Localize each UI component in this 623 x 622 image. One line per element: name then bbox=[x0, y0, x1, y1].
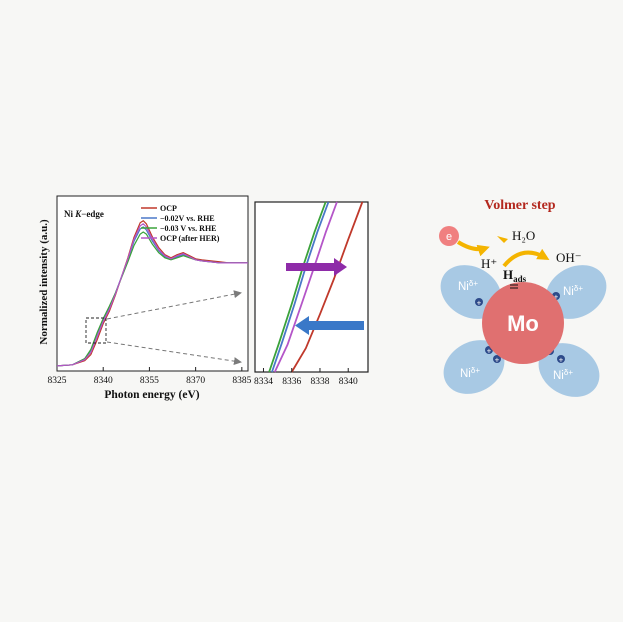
main-plot-frame bbox=[56, 195, 249, 372]
electron-icon bbox=[439, 226, 459, 246]
x-tick-label: 8370 bbox=[186, 376, 205, 386]
x-tick-label: 8355 bbox=[140, 376, 159, 386]
series-line-0-02v-vs-rhe-zoom bbox=[271, 201, 330, 373]
legend-label-ocp-after-her: OCP (after HER) bbox=[160, 234, 220, 243]
legend-label-0-02v-vs-rhe: −0.02V vs. RHE bbox=[160, 214, 215, 223]
zoom-x-ticks: 8334 8336 8338 8340 bbox=[254, 368, 358, 387]
x-tick-label: 8325 bbox=[48, 376, 67, 386]
svg-text:+: + bbox=[495, 356, 500, 365]
svg-text:+: + bbox=[477, 299, 482, 308]
proton-label: H⁺ bbox=[481, 256, 497, 271]
series-line-ocp bbox=[56, 220, 248, 367]
main-series-group bbox=[56, 220, 248, 367]
main-y-axis-label: Normalized intensity (a.u.) bbox=[38, 219, 50, 345]
volmer-step-diagram: Volmer step Niδ+ + + Niδ+ + + Niδ+ + + N… bbox=[439, 198, 607, 397]
water-approach-arrow bbox=[497, 236, 508, 243]
series-line-ocp-after-her bbox=[56, 223, 248, 367]
hads-label: Hads bbox=[503, 267, 527, 284]
panel-label-ni-k-edge: Ni K−edge bbox=[64, 209, 104, 219]
x-tick-label: 8340 bbox=[94, 376, 113, 386]
electron-transfer-arrow bbox=[456, 240, 490, 257]
x-tick-label: 8338 bbox=[310, 377, 329, 387]
zoom-series-group bbox=[268, 201, 364, 373]
series-line-0-03-v-vs-rhe-zoom bbox=[268, 201, 327, 373]
water-dissociation-arrow bbox=[502, 248, 550, 268]
x-tick-label: 8385 bbox=[232, 376, 251, 386]
ni-label: Niδ+ bbox=[460, 366, 480, 380]
series-line-ocp-after-her-zoom bbox=[273, 201, 338, 373]
zoom-guide-upper bbox=[106, 290, 242, 320]
x-tick-label: 8334 bbox=[254, 377, 273, 387]
electron-label: e bbox=[446, 231, 452, 243]
zoom-region-box bbox=[85, 317, 107, 344]
shift-arrow-right bbox=[286, 258, 347, 276]
series-line-ocp-zoom bbox=[290, 201, 364, 373]
main-x-axis-label: Photon energy (eV) bbox=[104, 389, 199, 401]
x-tick-label: 8336 bbox=[282, 377, 301, 387]
diagram-title: Volmer step bbox=[484, 198, 555, 213]
shift-arrow-left bbox=[295, 316, 364, 335]
ni-label: Niδ+ bbox=[553, 368, 573, 382]
ni-lobe-bottom-left: Niδ+ + + bbox=[443, 340, 505, 394]
svg-text:+: + bbox=[487, 347, 492, 356]
zoom-plot-frame bbox=[254, 201, 369, 373]
zoom-guide-lower bbox=[106, 341, 242, 366]
ni-lobe-top-right: Niδ+ + + bbox=[545, 265, 607, 319]
hydroxide-label: OH⁻ bbox=[556, 250, 582, 265]
x-tick-label: 8340 bbox=[339, 377, 358, 387]
ni-label: Niδ+ bbox=[458, 279, 478, 293]
ni-label: Niδ+ bbox=[563, 284, 583, 298]
mo-atom bbox=[482, 282, 564, 364]
xanes-main-chart: 8325 8340 8355 8370 8385 Ni K−edge OCP−0.02V… bbox=[38, 195, 252, 401]
svg-text:+: + bbox=[559, 356, 564, 365]
main-x-ticks: 8325 8340 8355 8370 8385 bbox=[48, 367, 252, 386]
water-label: H₂O bbox=[512, 228, 535, 243]
xanes-zoom-chart: 8334 8336 8338 8340 bbox=[254, 201, 369, 387]
legend-label-ocp: OCP bbox=[160, 204, 177, 213]
svg-text:+: + bbox=[554, 293, 559, 302]
legend-label-0-03-v-vs-rhe: −0.03 V vs. RHE bbox=[160, 224, 217, 233]
mo-label: Mo bbox=[507, 311, 539, 336]
